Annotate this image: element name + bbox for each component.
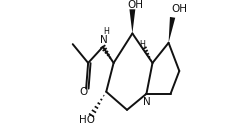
Polygon shape [169,17,175,43]
Text: HO: HO [79,115,95,125]
Polygon shape [129,9,135,33]
Text: OH: OH [171,4,187,14]
Text: N: N [143,97,151,107]
Text: OH: OH [128,0,144,10]
Text: H: H [139,40,145,49]
Text: N: N [100,35,108,45]
Text: O: O [80,87,88,97]
Text: H: H [104,27,109,36]
